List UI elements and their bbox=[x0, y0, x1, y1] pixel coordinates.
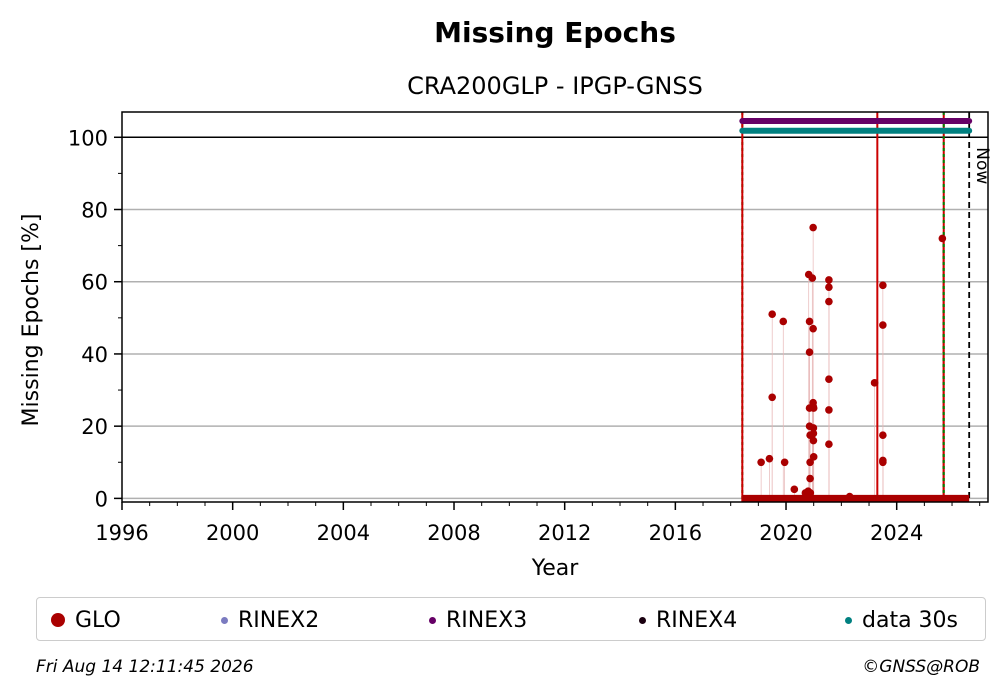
legend-marker bbox=[221, 616, 228, 624]
x-tick-label: 2008 bbox=[427, 521, 480, 545]
data-point bbox=[870, 379, 879, 387]
x-tick-label: 1996 bbox=[95, 521, 148, 545]
data-point bbox=[825, 440, 833, 449]
data-point bbox=[779, 317, 788, 326]
now-label: Now bbox=[972, 147, 992, 184]
x-tick-label: 2024 bbox=[870, 521, 923, 545]
legend-item: RINEX2 bbox=[221, 598, 319, 642]
data-point bbox=[806, 458, 814, 467]
x-tick-label: 2000 bbox=[206, 521, 259, 545]
plot-frame bbox=[121, 111, 989, 503]
data-point bbox=[805, 317, 814, 326]
legend-item: GLO bbox=[51, 598, 121, 642]
data-point bbox=[757, 458, 765, 467]
data-point bbox=[805, 348, 814, 356]
data-point bbox=[808, 274, 817, 282]
data-point bbox=[809, 424, 818, 432]
legend-item: RINEX3 bbox=[429, 598, 527, 642]
data-point bbox=[809, 436, 818, 445]
data-point bbox=[780, 458, 789, 467]
chart-title: Missing Epochs bbox=[434, 16, 676, 49]
data-point bbox=[825, 297, 833, 306]
y-tick-label: 40 bbox=[81, 343, 108, 367]
legend-label: RINEX4 bbox=[656, 607, 738, 633]
y-tick-label: 0 bbox=[95, 487, 108, 511]
grid-lines bbox=[122, 136, 988, 500]
footer-timestamp: Fri Aug 14 12:11:45 2026 bbox=[36, 657, 254, 677]
axes: 1996 2000 2004 2008 2012 2016 2020 2024 0 20 40 60 8… bbox=[68, 111, 989, 545]
data-point bbox=[825, 283, 833, 291]
footer-copyright: ©GNSS@ROB bbox=[862, 657, 980, 677]
legend-label: RINEX2 bbox=[238, 607, 320, 633]
data-point bbox=[768, 310, 776, 319]
data-point bbox=[879, 321, 887, 329]
legend: GLO RINEX2 RINEX3 RINEX4 data 30s bbox=[36, 597, 986, 641]
data-point bbox=[938, 234, 947, 243]
data-point bbox=[879, 431, 887, 439]
chart-subtitle: CRA200GLP - IPGP-GNSS bbox=[407, 72, 703, 100]
data-point bbox=[809, 453, 818, 461]
x-tick-label: 2012 bbox=[538, 521, 591, 545]
legend-item: data 30s bbox=[845, 598, 958, 642]
y-tick-label: 20 bbox=[81, 415, 108, 439]
data-point bbox=[845, 492, 854, 501]
plot-area: Now bbox=[739, 112, 992, 502]
data-point bbox=[809, 404, 818, 412]
data-point bbox=[825, 375, 833, 384]
legend-marker bbox=[51, 613, 65, 627]
legend-label: GLO bbox=[75, 607, 121, 633]
y-axis-label: Missing Epochs [%] bbox=[19, 214, 44, 427]
y-tick-label: 100 bbox=[68, 126, 108, 150]
data-point bbox=[806, 489, 815, 497]
y-tick-label: 80 bbox=[81, 199, 108, 223]
legend-label: RINEX3 bbox=[446, 607, 528, 633]
y-tick-label: 60 bbox=[81, 271, 108, 295]
data-point bbox=[879, 281, 887, 290]
data-point bbox=[768, 393, 776, 402]
legend-marker bbox=[429, 616, 436, 624]
legend-item: RINEX4 bbox=[639, 598, 737, 642]
data-point bbox=[879, 458, 887, 467]
data-point bbox=[825, 276, 833, 284]
legend-label: data 30s bbox=[862, 607, 959, 633]
x-axis-label: Year bbox=[531, 556, 580, 581]
legend-marker bbox=[639, 616, 646, 624]
data-point bbox=[790, 485, 799, 494]
missing-epochs-chart: Missing Epochs CRA200GLP - IPGP-GNSS Yea… bbox=[19, 16, 992, 581]
data-point bbox=[809, 324, 817, 333]
data-point bbox=[825, 406, 833, 414]
data-point bbox=[809, 223, 817, 232]
data-point bbox=[809, 429, 818, 438]
data-point bbox=[765, 454, 774, 463]
x-tick-label: 2020 bbox=[759, 521, 812, 545]
legend-marker bbox=[845, 616, 852, 624]
data-point bbox=[806, 474, 814, 483]
x-tick-label: 2004 bbox=[317, 521, 370, 545]
x-tick-label: 2016 bbox=[649, 521, 702, 545]
